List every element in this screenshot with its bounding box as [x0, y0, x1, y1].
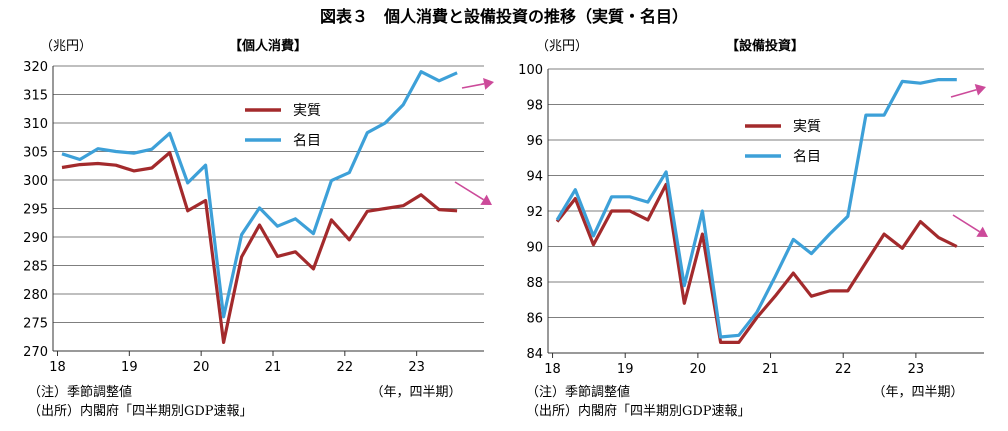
trend-arrow — [950, 88, 977, 98]
x-axis-unit: （年，四半期） — [370, 385, 461, 400]
note-seasonal: （注）季節調整値 — [28, 384, 132, 400]
x-tick-label: 21 — [265, 360, 282, 375]
trend-arrow-head — [483, 77, 494, 90]
y-tick-label: 86 — [526, 312, 543, 327]
y-tick-label: 88 — [526, 276, 543, 291]
figure-title: 図表３ 個人消費と設備投資の推移（実質・名目） — [320, 7, 688, 26]
chart-panel-1: 84 86 88 90 92 94 96 98 100 18 19 20 21 22 23 （兆円） 【設備投資… — [518, 38, 988, 400]
chart-panel-0: 270 275 280 285 290 295 300 305 310 315 320 18 19 20 2… — [23, 38, 494, 400]
y-tick-label: 96 — [526, 134, 543, 149]
y-tick-label: 98 — [526, 99, 543, 114]
trend-arrow-head — [974, 83, 986, 96]
y-tick-label: 275 — [23, 317, 48, 332]
y-tick-label: 92 — [526, 205, 543, 220]
trend-arrow — [454, 181, 484, 201]
x-tick-label: 21 — [762, 362, 779, 377]
trend-arrow-head — [480, 194, 492, 205]
x-tick-label: 22 — [835, 362, 852, 377]
y-tick-label: 300 — [23, 174, 48, 189]
y-tick-label: 100 — [518, 63, 543, 78]
trend-arrow — [952, 214, 980, 233]
x-tick-label: 18 — [544, 362, 561, 377]
y-tick-label: 84 — [526, 347, 543, 362]
trend-arrow — [461, 83, 485, 89]
y-tick-label: 280 — [23, 288, 48, 303]
series-line-nominal — [61, 70, 458, 319]
legend-label: 実質 — [793, 119, 821, 135]
note-source: （出所）内閣府「四半期別GDP速報」 — [28, 403, 253, 419]
legend-label: 実質 — [293, 103, 321, 119]
panel-subtitle: 【設備投資】 — [726, 38, 804, 54]
series-line-real — [555, 182, 958, 344]
y-axis-unit: （兆円） — [536, 39, 588, 54]
note-seasonal-right: （注）季節調整値 — [526, 384, 630, 400]
panel-subtitle: 【個人消費】 — [229, 38, 307, 54]
y-tick-label: 270 — [23, 345, 48, 360]
x-tick-label: 19 — [121, 360, 138, 375]
y-tick-label: 94 — [526, 170, 543, 185]
trend-arrow-head — [976, 226, 988, 237]
series-line-real — [61, 151, 458, 344]
x-tick-label: 18 — [49, 360, 66, 375]
x-tick-label: 23 — [408, 360, 425, 375]
y-tick-label: 285 — [23, 260, 48, 275]
x-tick-label: 23 — [908, 362, 925, 377]
x-tick-label: 22 — [337, 360, 354, 375]
x-tick-label: 20 — [193, 360, 210, 375]
y-tick-label: 295 — [23, 203, 48, 218]
y-axis-unit: （兆円） — [40, 39, 92, 54]
y-tick-label: 315 — [23, 89, 48, 104]
x-axis-unit: （年，四半期） — [872, 385, 963, 400]
legend-label: 名目 — [793, 149, 821, 165]
y-tick-label: 310 — [23, 117, 48, 132]
y-tick-label: 305 — [23, 146, 48, 161]
legend-label: 名目 — [293, 133, 321, 149]
y-tick-label: 320 — [23, 60, 48, 75]
series-line-nominal — [555, 78, 957, 339]
y-tick-label: 90 — [526, 241, 543, 256]
x-tick-label: 19 — [617, 362, 634, 377]
x-tick-label: 20 — [690, 362, 707, 377]
y-tick-label: 290 — [23, 231, 48, 246]
note-source-right: （出所）内閣府「四半期別GDP速報」 — [526, 403, 751, 419]
